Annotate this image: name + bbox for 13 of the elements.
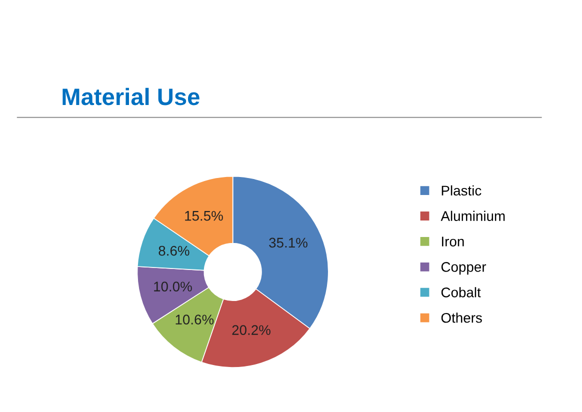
- legend-label: Plastic: [442, 185, 482, 196]
- data-label: 10.0%: [154, 282, 192, 292]
- legend-label: Iron: [442, 236, 464, 246]
- data-label: 10.6%: [176, 314, 214, 324]
- legend-label: Aluminium: [440, 210, 505, 221]
- legend-label: Copper: [441, 262, 486, 275]
- legend-label: Others: [441, 312, 482, 323]
- data-label: 8.6%: [158, 246, 190, 256]
- data-label: 20.2%: [232, 325, 270, 335]
- legend-label: Cobalt: [441, 287, 481, 298]
- data-label: 15.5%: [185, 210, 223, 221]
- data-label: 35.1%: [269, 238, 308, 248]
- chart-title: Material Use: [62, 88, 200, 106]
